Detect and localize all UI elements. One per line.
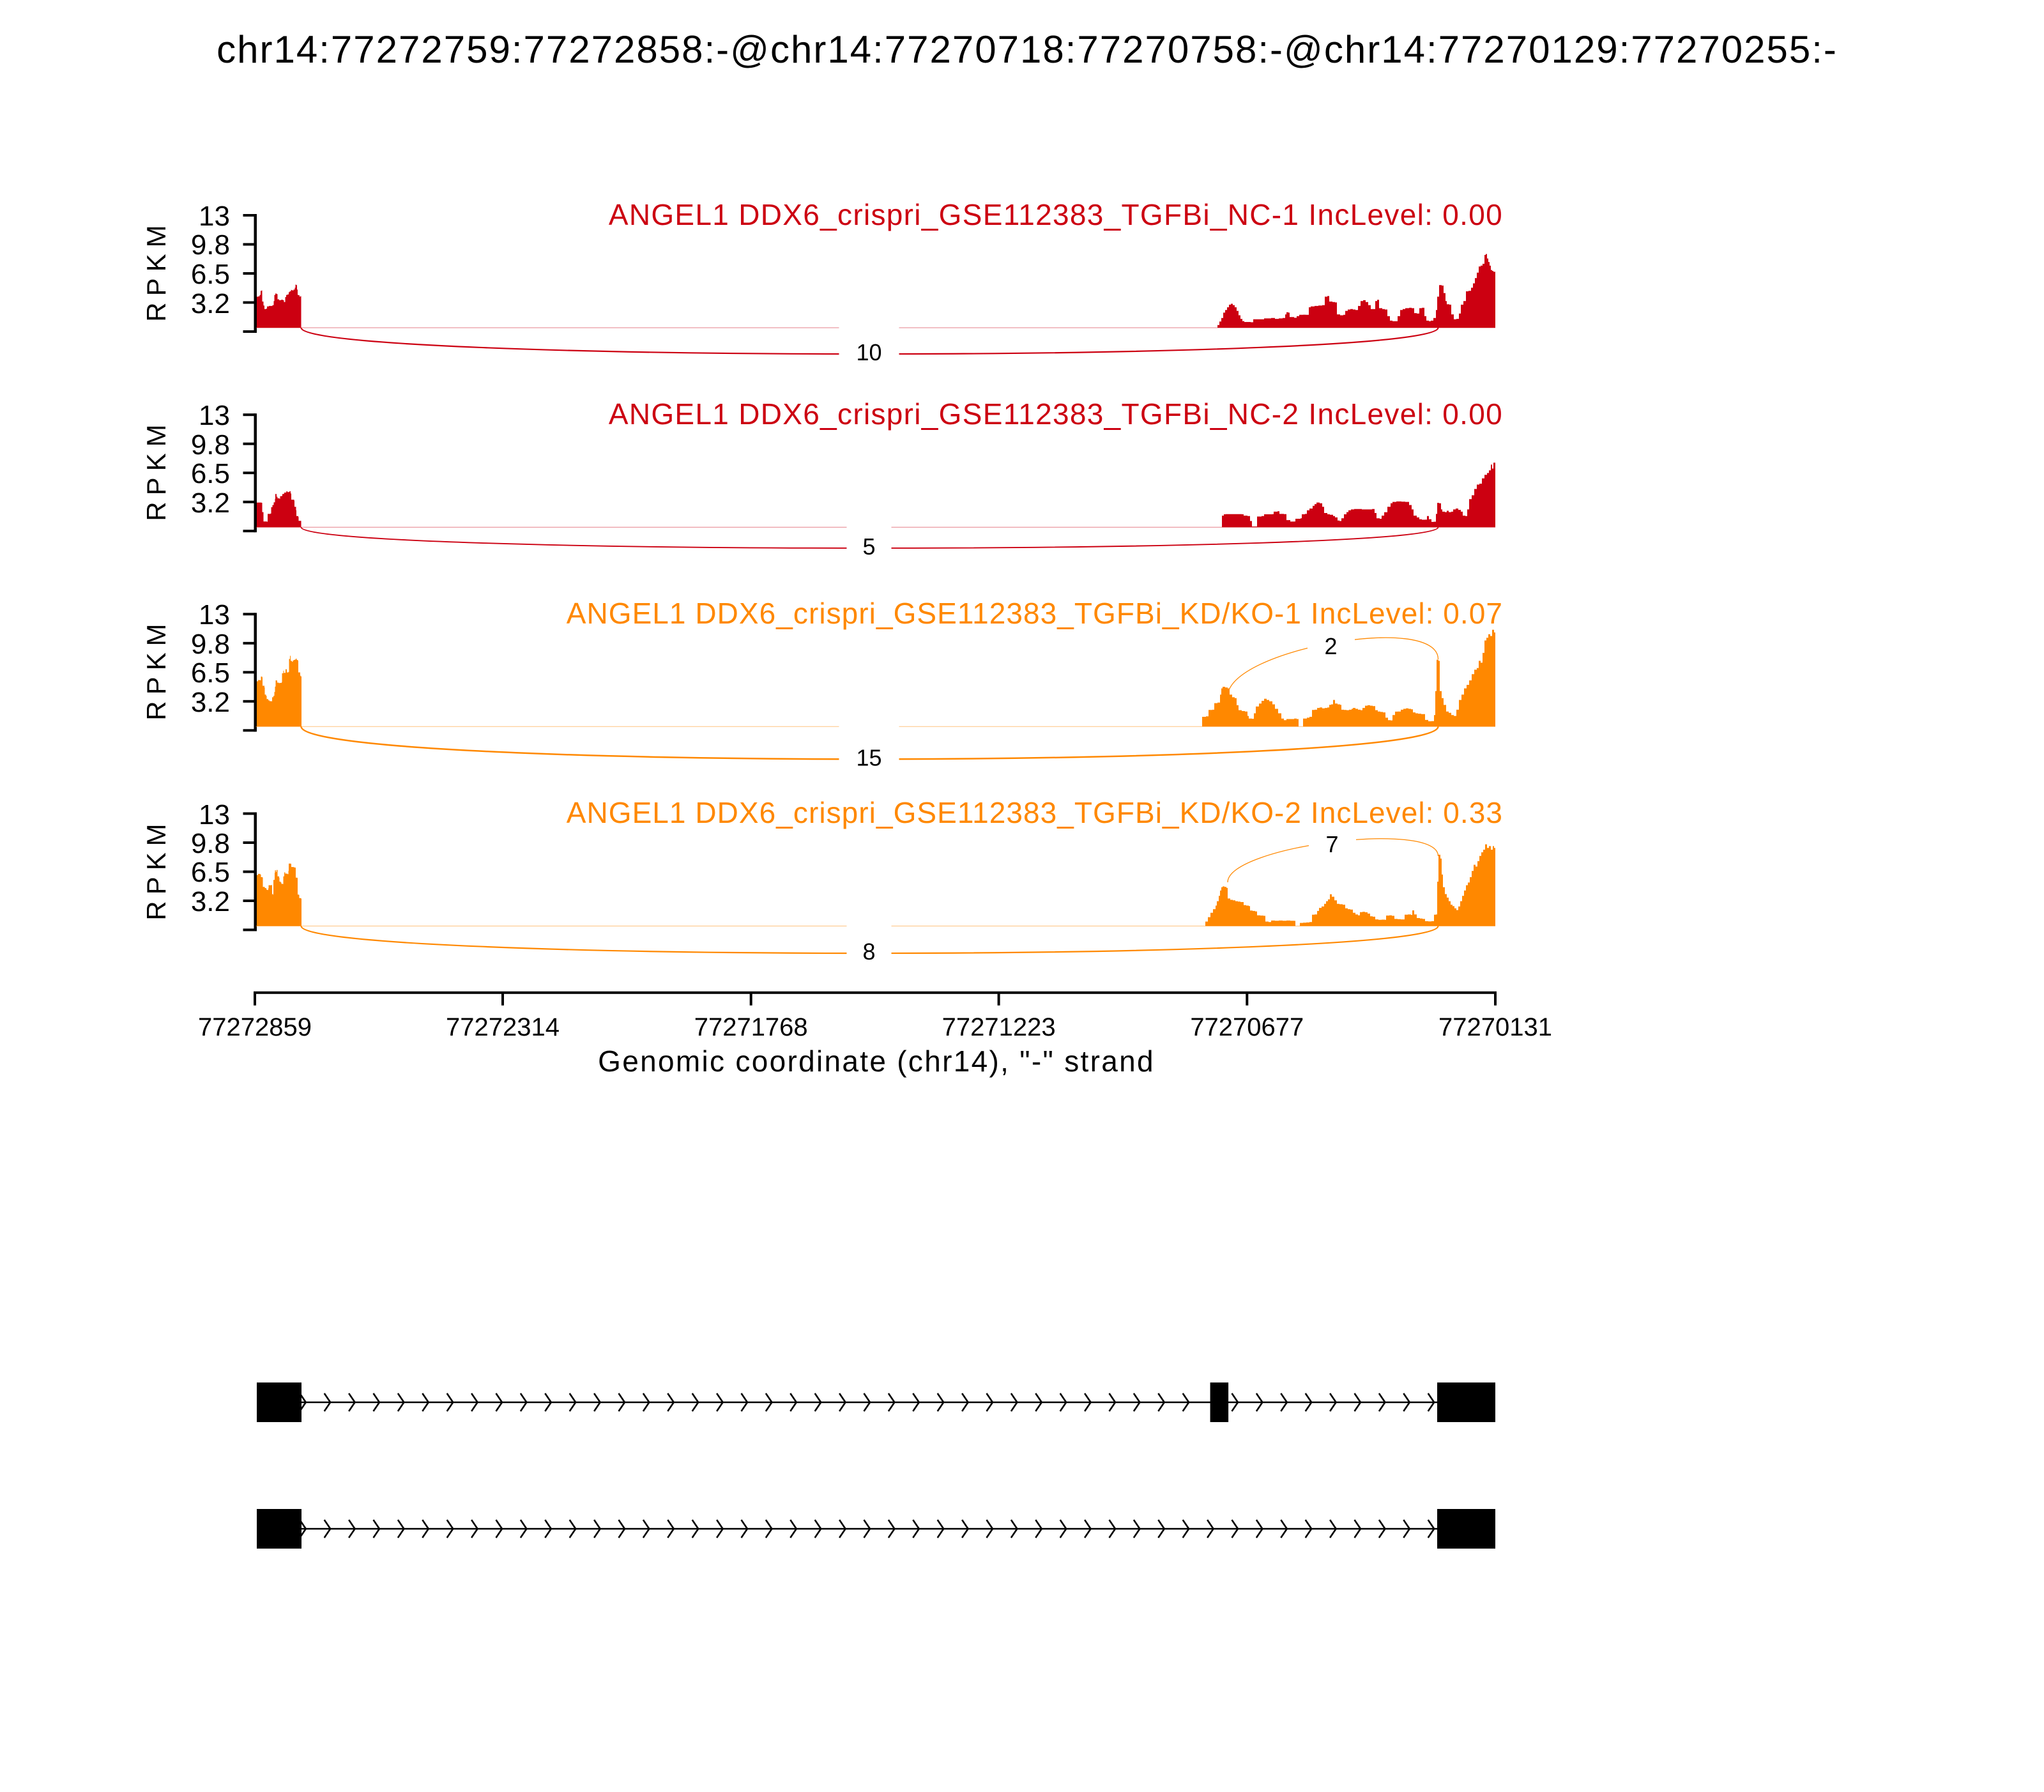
svg-text:15: 15 [856,744,881,770]
svg-text:77270677: 77270677 [1190,1013,1304,1041]
svg-text:RPKM: RPKM [141,218,171,321]
svg-text:77271768: 77271768 [694,1013,808,1041]
svg-text:ANGEL1 DDX6_crispri_GSE112383_: ANGEL1 DDX6_crispri_GSE112383_TGFBi_KD/K… [567,597,1503,630]
svg-text:8: 8 [862,938,875,965]
svg-text:Genomic coordinate (chr14), "-: Genomic coordinate (chr14), "-" strand [598,1045,1155,1078]
svg-text:ANGEL1 DDX6_crispri_GSE112383_: ANGEL1 DDX6_crispri_GSE112383_TGFBi_KD/K… [567,796,1503,829]
svg-text:77270131: 77270131 [1438,1013,1552,1041]
svg-text:10: 10 [856,339,881,365]
svg-text:6.5: 6.5 [191,259,230,290]
svg-text:9.8: 9.8 [191,828,230,859]
svg-text:6.5: 6.5 [191,657,230,689]
svg-text:3.2: 3.2 [191,886,230,917]
svg-text:6.5: 6.5 [191,857,230,888]
svg-text:RPKM: RPKM [141,817,171,920]
svg-text:13: 13 [199,400,230,431]
svg-text:9.8: 9.8 [191,229,230,261]
svg-text:9.8: 9.8 [191,429,230,461]
svg-text:6.5: 6.5 [191,458,230,489]
svg-text:9.8: 9.8 [191,629,230,660]
svg-text:2: 2 [1324,633,1337,659]
svg-text:3.2: 3.2 [191,687,230,718]
svg-text:13: 13 [199,201,230,232]
svg-text:ANGEL1 DDX6_crispri_GSE112383_: ANGEL1 DDX6_crispri_GSE112383_TGFBi_NC-1… [609,198,1503,231]
svg-text:chr14:77272759:77272858:-@chr1: chr14:77272759:77272858:-@chr14:77270718… [217,28,1838,71]
svg-text:RPKM: RPKM [141,617,171,720]
svg-text:13: 13 [199,799,230,831]
svg-text:77272859: 77272859 [198,1013,312,1041]
svg-text:77271223: 77271223 [942,1013,1056,1041]
svg-text:77272314: 77272314 [446,1013,560,1041]
svg-text:7: 7 [1325,831,1338,857]
svg-text:3.2: 3.2 [191,288,230,319]
svg-text:13: 13 [199,599,230,631]
svg-text:ANGEL1 DDX6_crispri_GSE112383_: ANGEL1 DDX6_crispri_GSE112383_TGFBi_NC-2… [609,397,1503,431]
svg-text:3.2: 3.2 [191,487,230,519]
svg-text:5: 5 [862,533,875,560]
svg-text:RPKM: RPKM [141,418,171,521]
